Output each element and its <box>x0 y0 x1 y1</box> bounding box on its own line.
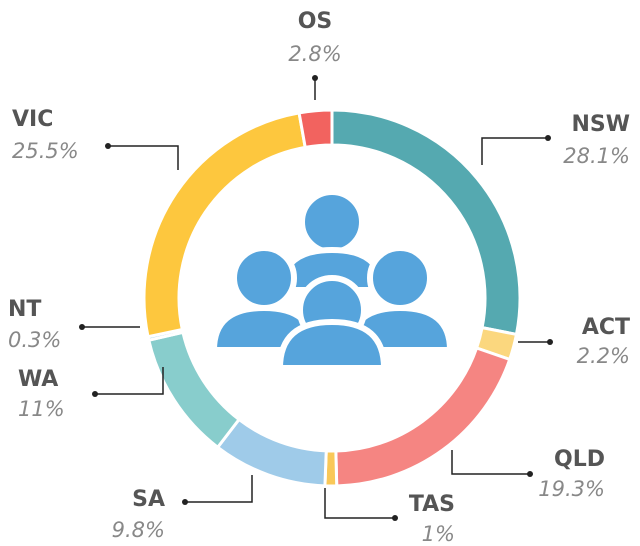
leader-dot <box>312 75 318 81</box>
category-label: NSW <box>571 112 630 137</box>
leader-line <box>481 137 548 165</box>
value-label: 25.5% <box>12 139 79 163</box>
category-label: TAS <box>409 492 455 517</box>
leader-dot <box>527 471 533 477</box>
ring <box>142 108 522 488</box>
value-label: 2.2% <box>577 344 630 368</box>
leader-dot <box>79 324 85 330</box>
leader-line <box>324 488 395 519</box>
leader-line <box>108 145 179 170</box>
leader-dot <box>105 143 111 149</box>
leader-dot <box>547 339 553 345</box>
value-label: 11% <box>18 397 65 421</box>
value-label: 28.1% <box>563 144 630 168</box>
donut-segment <box>215 417 328 488</box>
category-label: VIC <box>12 107 53 132</box>
leader-line <box>95 367 164 395</box>
category-label: SA <box>132 487 165 512</box>
category-label: WA <box>18 367 58 392</box>
leader-dot <box>392 515 398 521</box>
leader-line <box>185 475 253 503</box>
leader-dot <box>182 499 188 505</box>
category-label: QLD <box>554 447 605 472</box>
leader-dot <box>545 135 551 141</box>
value-label: 1% <box>422 522 455 546</box>
category-label: NT <box>8 297 41 322</box>
value-label: 0.3% <box>8 328 61 352</box>
value-label: 19.3% <box>538 477 605 501</box>
value-label: 2.8% <box>288 42 341 66</box>
people-icon <box>210 189 454 371</box>
category-label: ACT <box>582 315 630 340</box>
leader-dot <box>92 391 98 397</box>
value-label: 9.8% <box>112 518 165 542</box>
donut-segment <box>297 108 334 150</box>
leader-line <box>451 450 530 475</box>
category-label: OS <box>298 9 333 34</box>
